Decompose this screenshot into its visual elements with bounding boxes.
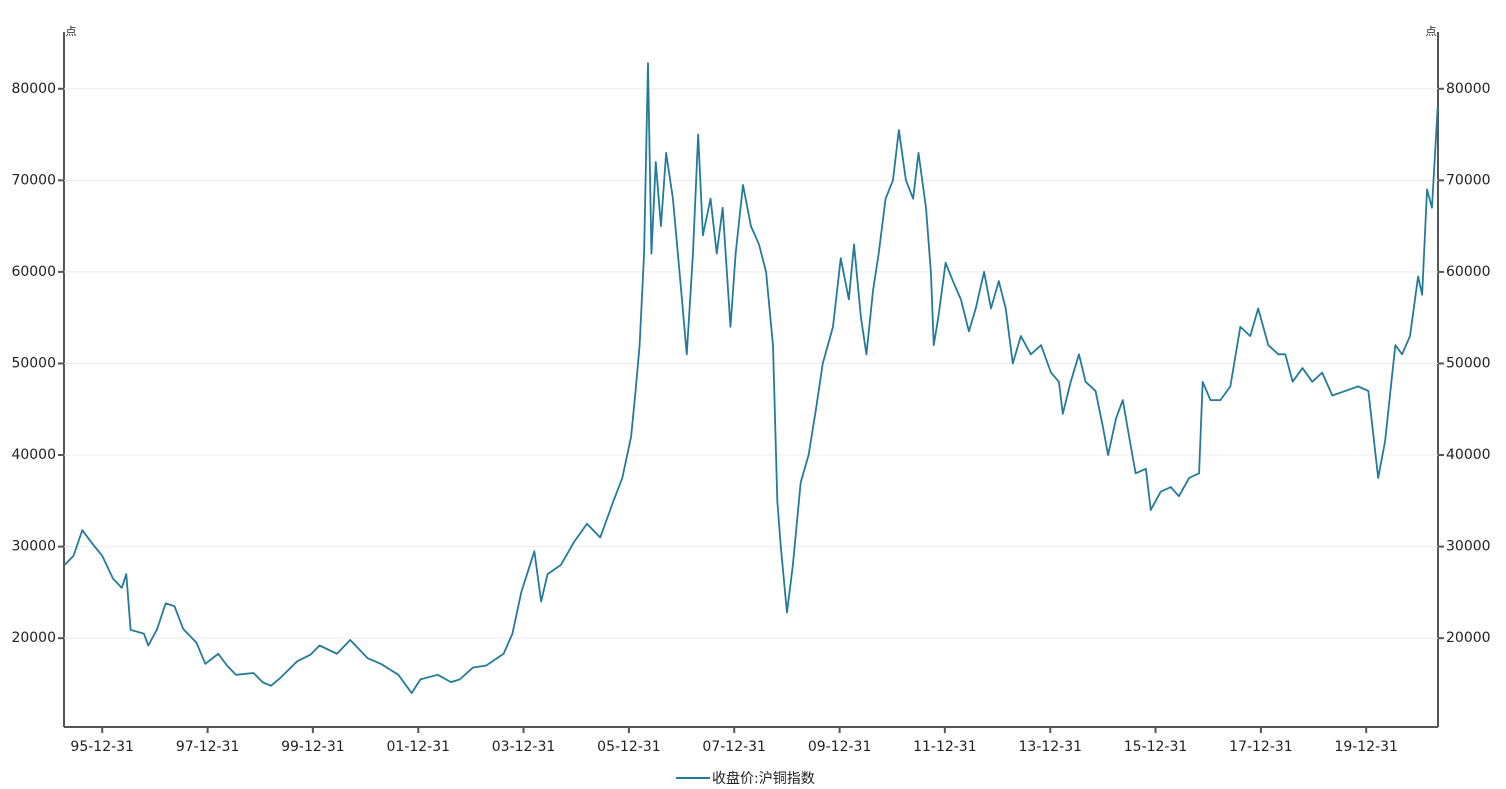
x-tick-label: 13-12-31 (1018, 739, 1082, 755)
y-tick-label: 20000 (11, 630, 56, 646)
x-tick-label: 95-12-31 (70, 739, 134, 755)
x-tick-label: 05-12-31 (597, 739, 661, 755)
series-line (64, 62, 1439, 695)
legend-label: 收盘价:沪铜指数 (712, 770, 815, 787)
x-tick-label: 01-12-31 (387, 739, 451, 755)
x-tick-label: 11-12-31 (913, 739, 977, 755)
y-tick-label: 70000 (11, 172, 56, 188)
y2-tick-label: 40000 (1446, 447, 1491, 463)
x-tick-label: 99-12-31 (281, 739, 345, 755)
y-tick-label: 80000 (11, 81, 56, 97)
y2-tick-label: 30000 (1446, 539, 1491, 555)
y-tick-label: 40000 (11, 447, 56, 463)
y-tick-label: 60000 (11, 264, 56, 280)
y2-tick-label: 80000 (1446, 81, 1491, 97)
y-tick-label: 50000 (11, 355, 56, 371)
x-tick-label: 09-12-31 (808, 739, 872, 755)
y2-tick-label: 20000 (1446, 630, 1491, 646)
x-tick-label: 07-12-31 (702, 739, 766, 755)
y-unit: 点 (66, 25, 77, 38)
x-tick-label: 19-12-31 (1334, 739, 1398, 755)
x-tick-label: 03-12-31 (492, 739, 556, 755)
y2-tick-label: 50000 (1446, 355, 1491, 371)
y2-unit: 点 (1426, 25, 1437, 38)
y-tick-label: 30000 (11, 539, 56, 555)
x-tick-label: 97-12-31 (176, 739, 240, 755)
y2-tick-label: 60000 (1446, 264, 1491, 280)
x-tick-label: 15-12-31 (1124, 739, 1188, 755)
y2-tick-label: 70000 (1446, 172, 1491, 188)
x-tick-label: 17-12-31 (1229, 739, 1293, 755)
